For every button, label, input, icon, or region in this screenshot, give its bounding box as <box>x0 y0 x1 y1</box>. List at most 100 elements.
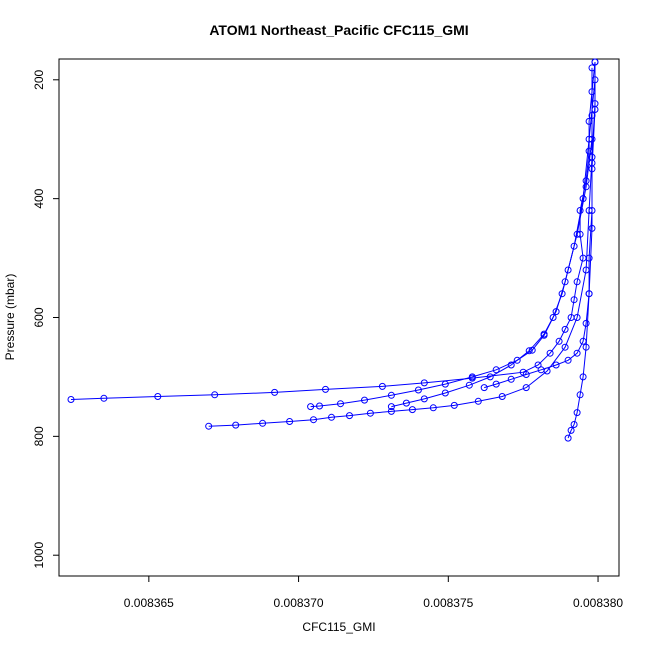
x-tick-label: 0.008370 <box>274 596 324 610</box>
data-point <box>492 380 500 388</box>
data-point <box>588 64 596 72</box>
data-point <box>522 384 530 392</box>
data-point <box>576 391 584 399</box>
data-point <box>585 290 593 298</box>
data-point <box>346 412 353 420</box>
data-point <box>387 407 395 415</box>
y-tick-label: 600 <box>32 307 46 327</box>
data-point <box>271 388 279 396</box>
data-point <box>420 379 428 387</box>
data-point <box>387 403 395 411</box>
data-point <box>378 382 386 390</box>
y-tick-label: 1000 <box>32 542 46 569</box>
data-point <box>492 366 500 374</box>
data-point <box>570 421 578 428</box>
data-point <box>486 373 494 381</box>
data-point <box>570 296 578 304</box>
data-point <box>316 402 323 410</box>
x-axis: 0.008365 0.008370 0.008375 0.008380 <box>124 575 623 610</box>
data-point <box>468 373 476 381</box>
data-point <box>564 266 572 274</box>
data-point <box>67 396 75 403</box>
data-point <box>450 401 458 409</box>
data-point <box>513 356 521 364</box>
series-line-4 <box>391 79 596 408</box>
data-point <box>322 385 329 393</box>
data-point <box>570 242 578 250</box>
data-point <box>540 330 548 338</box>
series-line-1 <box>70 61 596 400</box>
x-axis-label: CFC115_GMI <box>302 620 375 634</box>
data-point <box>561 343 569 351</box>
data-point <box>537 366 545 374</box>
data-point <box>387 391 395 399</box>
y-tick-label: 800 <box>32 426 46 446</box>
data-point <box>441 380 449 388</box>
data-point <box>154 393 162 400</box>
data-point <box>591 58 599 66</box>
data-point <box>525 347 533 355</box>
data-point <box>408 406 416 414</box>
data-point <box>232 421 240 429</box>
data-point <box>573 314 581 321</box>
data-point <box>564 434 572 442</box>
data-point <box>310 416 317 424</box>
x-tick-label: 0.008375 <box>423 596 473 610</box>
data-point <box>402 399 410 407</box>
data-point <box>480 384 488 392</box>
data-point <box>465 381 473 389</box>
data-point <box>307 403 315 411</box>
data-point <box>414 386 422 394</box>
data-point <box>441 389 449 397</box>
y-axis: 200 400 600 800 1000 <box>32 69 60 569</box>
data-point <box>259 419 267 427</box>
data-point <box>205 422 213 430</box>
data-point <box>507 375 515 383</box>
data-point <box>507 361 515 369</box>
data-point <box>366 409 374 417</box>
data-point <box>561 278 569 286</box>
data-point <box>564 356 572 364</box>
y-tick-label: 200 <box>32 69 46 89</box>
chart-title: ATOM1 Northeast_Pacific CFC115_GMI <box>209 22 468 38</box>
data-point <box>573 409 581 417</box>
series-line-2 <box>208 103 596 427</box>
x-tick-label: 0.008365 <box>124 596 174 610</box>
data-point <box>337 400 344 408</box>
data-point <box>561 325 569 333</box>
data-point <box>328 413 335 421</box>
data-point <box>555 337 563 345</box>
data-point <box>579 337 587 345</box>
series-line-3 <box>310 139 593 408</box>
data-point <box>588 207 596 214</box>
data-point <box>361 396 368 404</box>
data-point <box>474 397 482 405</box>
data-point <box>588 224 596 232</box>
data-point <box>573 349 581 357</box>
data-point <box>582 343 590 351</box>
series-line-6 <box>484 67 593 389</box>
data-point <box>588 159 596 167</box>
data-point <box>588 112 596 119</box>
data-point <box>579 195 587 203</box>
data-point <box>286 418 294 425</box>
y-axis-label: Pressure (mbar) <box>3 274 17 361</box>
data-point <box>573 278 581 286</box>
data-point <box>567 426 575 434</box>
data-point <box>579 373 587 381</box>
data-point <box>546 349 554 357</box>
plot-frame <box>58 58 620 577</box>
data-marks <box>67 58 599 442</box>
data-point <box>549 314 557 321</box>
data-point <box>582 183 590 191</box>
data-point <box>420 395 428 403</box>
data-point <box>585 254 593 262</box>
data-point <box>211 391 219 399</box>
data-point <box>498 393 506 400</box>
data-point <box>582 319 590 327</box>
data-point <box>552 308 560 316</box>
y-tick-label: 400 <box>32 188 46 208</box>
data-point <box>100 394 108 402</box>
data-point <box>552 361 560 369</box>
